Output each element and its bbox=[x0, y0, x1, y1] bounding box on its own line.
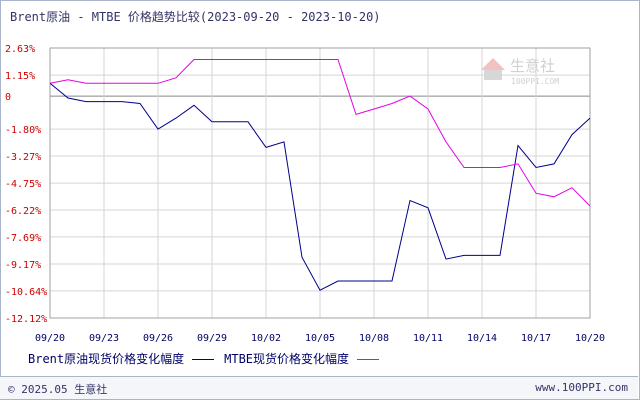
plot-border bbox=[49, 47, 591, 319]
x-tick-label: 10/20 bbox=[575, 333, 605, 344]
y-tick-label: -6.22% bbox=[5, 206, 41, 217]
x-tick-label: 09/26 bbox=[143, 333, 173, 344]
y-tick-label: -4.75% bbox=[5, 179, 41, 190]
legend-mtbe-swatch bbox=[357, 359, 380, 360]
x-tick-label: 09/23 bbox=[89, 333, 119, 344]
y-tick-label: -1.80% bbox=[5, 125, 41, 136]
watermark-logo-icon bbox=[481, 58, 505, 80]
y-tick-label: -3.27% bbox=[5, 152, 41, 163]
x-tick-label: 10/11 bbox=[413, 333, 443, 344]
legend-brent-swatch bbox=[192, 359, 215, 360]
chart-svg: 生意社 100PPI.COM 2.63% 1.15% 0 -1.80% -3.27% -4… bbox=[5, 44, 605, 344]
chart-axes: 2.63% 1.15% 0 -1.80% -3.27% -4.75% -6.22% -7.69… bbox=[5, 44, 605, 344]
y-tick-label: -7.69% bbox=[5, 233, 41, 244]
y-tick-label: -9.17% bbox=[5, 260, 41, 271]
x-tick-label: 09/29 bbox=[197, 333, 227, 344]
x-tick-label: 10/05 bbox=[305, 333, 335, 344]
legend: Brent原油现货价格变化幅度 MTBE现货价格变化幅度 bbox=[28, 350, 389, 367]
x-tick-label: 10/02 bbox=[251, 333, 281, 344]
brent-series-line bbox=[49, 82, 591, 291]
watermark-sub: 100PPI.COM bbox=[511, 77, 559, 86]
chart-series bbox=[49, 59, 591, 291]
legend-mtbe-label: MTBE现货价格变化幅度 bbox=[224, 352, 350, 366]
watermark-main: 生意社 bbox=[510, 57, 555, 75]
x-tick-label: 09/20 bbox=[35, 333, 65, 344]
chart-title: Brent原油 - MTBE 价格趋势比较(2023-09-20 - 2023-… bbox=[10, 10, 381, 24]
y-tick-label: 0 bbox=[5, 92, 11, 103]
footer: © 2025.05 生意社 www.100PPI.com bbox=[0, 376, 638, 399]
footer-site-link[interactable]: www.100PPI.com bbox=[535, 381, 628, 394]
legend-brent-label: Brent原油现货价格变化幅度 bbox=[28, 352, 185, 366]
y-tick-label: 2.63% bbox=[5, 44, 35, 55]
chart-grid bbox=[49, 47, 591, 319]
x-tick-label: 10/17 bbox=[521, 333, 551, 344]
watermark: 生意社 100PPI.COM bbox=[481, 57, 559, 86]
y-tick-label: -10.64% bbox=[5, 287, 47, 298]
x-tick-label: 10/08 bbox=[359, 333, 389, 344]
mtbe-series-line bbox=[49, 59, 591, 207]
y-tick-label: 1.15% bbox=[5, 71, 35, 82]
footer-copyright: © 2025.05 生意社 bbox=[8, 383, 108, 396]
y-tick-label: -12.12% bbox=[5, 314, 47, 325]
x-tick-label: 10/14 bbox=[467, 333, 497, 344]
